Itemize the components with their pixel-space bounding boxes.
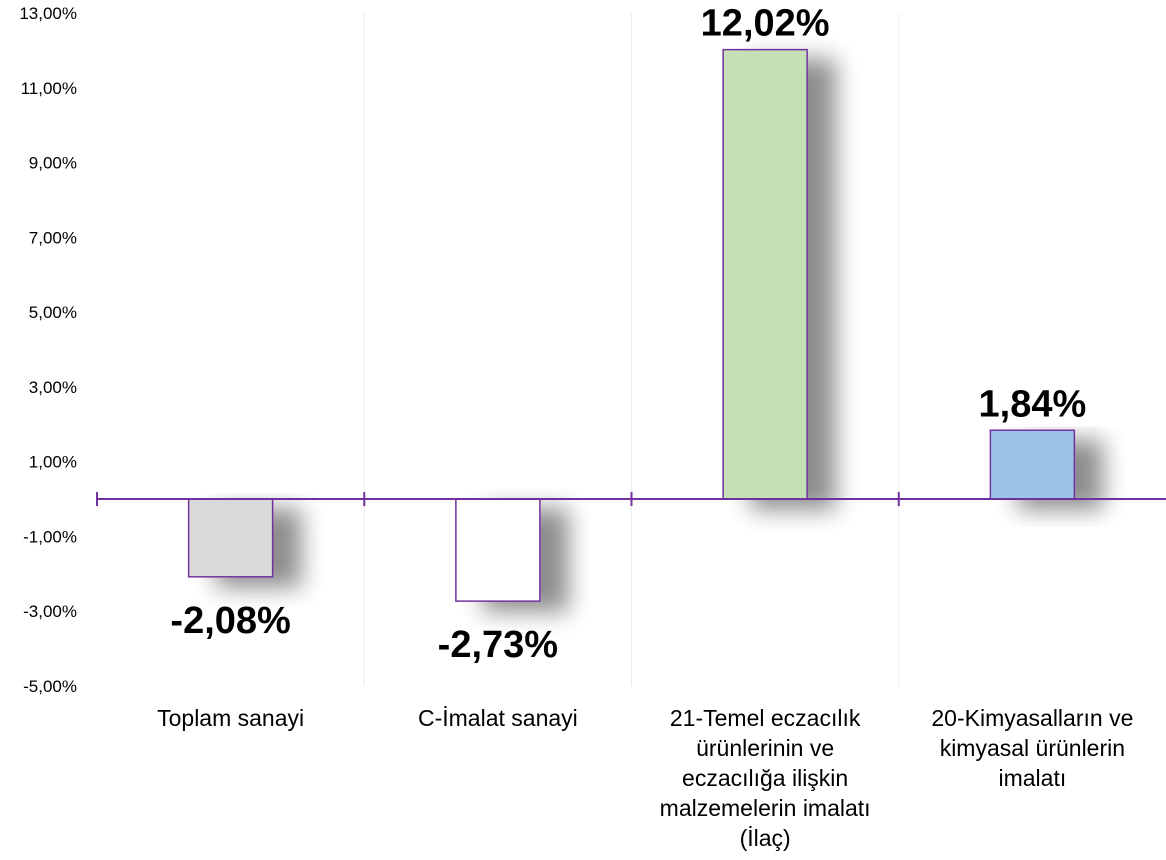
y-tick-label: 13,00% <box>19 4 77 23</box>
data-label: 1,84% <box>979 383 1087 425</box>
y-tick-label: -3,00% <box>23 602 77 621</box>
category-labels: Toplam sanayi C-İmalat sanayi 21-Temel ecz… <box>157 705 1133 851</box>
category-label: C-İmalat sanayi <box>418 705 578 731</box>
category-label-line: ürünlerinin ve <box>696 735 834 761</box>
y-tick-label: 3,00% <box>29 378 77 397</box>
category-separators <box>363 13 900 686</box>
category-label: 21-Temel eczacılık ürünlerinin ve eczacılı… <box>660 705 871 851</box>
category-label-line: eczacılığa ilişkin <box>682 765 848 791</box>
data-label: -2,08% <box>170 600 290 642</box>
category-label-line: 21-Temel eczacılık <box>670 705 861 731</box>
category-label: Toplam sanayi <box>157 705 304 731</box>
category-label-line: C-İmalat sanayi <box>418 705 578 731</box>
category-label-line: Toplam sanayi <box>157 705 304 731</box>
bar <box>722 48 808 500</box>
y-tick-label: 1,00% <box>29 453 77 472</box>
y-axis-tick-labels: -5,00% -3,00% -1,00% 1,00% 3,00% 5,00% 7,00% 9,… <box>19 4 77 696</box>
category-label-line: kimyasal ürünlerin <box>940 735 1125 761</box>
axes <box>96 492 1166 507</box>
data-label: -2,73% <box>438 624 558 666</box>
y-tick-label: -1,00% <box>23 527 77 546</box>
category-label-line: imalatı <box>999 765 1067 791</box>
data-label: 12,02% <box>701 3 830 45</box>
y-tick-label: 5,00% <box>29 303 77 322</box>
bar <box>455 498 541 602</box>
category-label-line: (İlaç) <box>740 825 791 851</box>
y-tick-label: 7,00% <box>29 228 77 247</box>
category-label-line: 20-Kimyasalların ve <box>931 705 1133 731</box>
bar <box>989 429 1076 500</box>
y-tick-label: 11,00% <box>21 79 77 98</box>
bar <box>187 498 274 578</box>
data-labels: -2,08% -2,73% 12,02% 1,84% <box>170 3 1086 666</box>
y-tick-label: -5,00% <box>23 677 77 696</box>
category-label: 20-Kimyasalların ve kimyasal ürünlerin ima… <box>931 705 1133 791</box>
y-tick-label: 9,00% <box>29 154 77 173</box>
category-label-line: malzemelerin imalatı <box>660 795 871 821</box>
bars <box>187 48 1076 602</box>
